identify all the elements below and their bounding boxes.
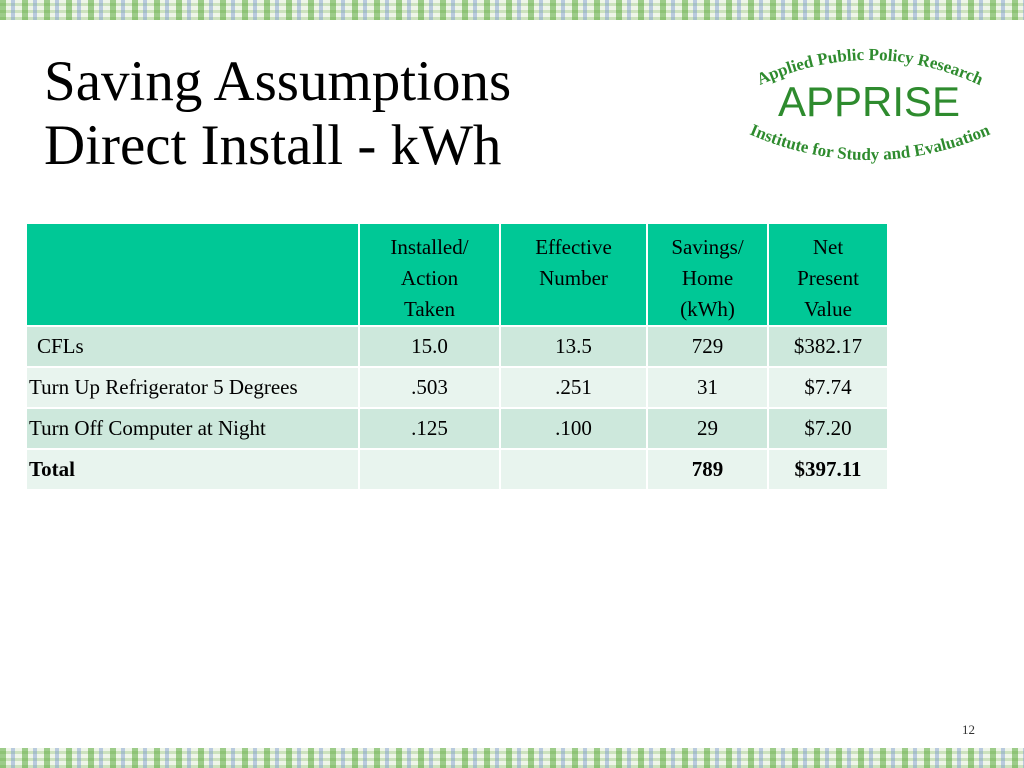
table-row-total: Total 789 $397.11 xyxy=(25,448,889,491)
apprise-logo: Applied Public Policy Research APPRISE I… xyxy=(747,45,992,164)
cell-installed: .503 xyxy=(358,366,501,409)
table-row-refrigerator: Turn Up Refrigerator 5 Degrees .503 .251… xyxy=(25,366,889,409)
table-row-cfls: CFLs 15.0 13.5 729 $382.17 xyxy=(25,325,889,368)
cell-npv: $7.74 xyxy=(767,366,889,409)
row-label: Turn Up Refrigerator 5 Degrees xyxy=(25,366,360,409)
header-installed-action-taken: Installed/Action Taken xyxy=(358,222,501,327)
savings-table-container: Installed/Action Taken Effective Number Sa… xyxy=(25,222,889,491)
header-cell-blank xyxy=(25,222,360,327)
cell-npv: $397.11 xyxy=(767,448,889,491)
table-header-row: Installed/Action Taken Effective Number Sa… xyxy=(25,222,889,327)
cell-installed: .125 xyxy=(358,407,501,450)
cell-savings: 789 xyxy=(646,448,769,491)
logo-name-text: APPRISE xyxy=(778,78,960,125)
logo-bottom-arc-text: Institute for Study and Evaluation xyxy=(747,120,992,164)
cell-savings: 729 xyxy=(646,325,769,368)
slide-title-line-1: Saving Assumptions xyxy=(44,50,512,113)
row-label: CFLs xyxy=(25,325,360,368)
cell-savings: 29 xyxy=(646,407,769,450)
header-net-present-value: Net Present Value xyxy=(767,222,889,327)
header-savings-per-home: Savings/Home (kWh) xyxy=(646,222,769,327)
row-label: Total xyxy=(25,448,360,491)
cell-npv: $382.17 xyxy=(767,325,889,368)
cell-npv: $7.20 xyxy=(767,407,889,450)
table-row-computer: Turn Off Computer at Night .125 .100 29 … xyxy=(25,407,889,450)
cell-effective: 13.5 xyxy=(499,325,648,368)
cell-installed xyxy=(358,448,501,491)
page-number: 12 xyxy=(962,722,975,737)
row-label: Turn Off Computer at Night xyxy=(25,407,360,450)
decorative-bottom-border xyxy=(0,748,1024,768)
cell-effective: .251 xyxy=(499,366,648,409)
cell-installed: 15.0 xyxy=(358,325,501,368)
cell-savings: 31 xyxy=(646,366,769,409)
cell-effective: .100 xyxy=(499,407,648,450)
slide-title-line-2: Direct Install - kWh xyxy=(44,114,502,177)
savings-table: Installed/Action Taken Effective Number Sa… xyxy=(25,222,889,491)
decorative-top-border xyxy=(0,0,1024,20)
header-effective-number: Effective Number xyxy=(499,222,648,327)
slide-title: Saving Assumptions Direct Install - kWh xyxy=(44,50,511,178)
cell-effective xyxy=(499,448,648,491)
